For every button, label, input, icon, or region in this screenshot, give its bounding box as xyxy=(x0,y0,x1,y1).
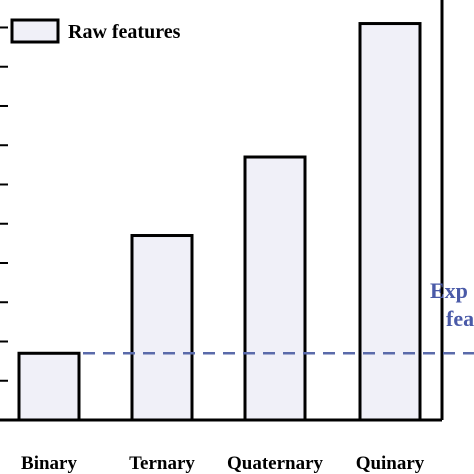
bars xyxy=(17,22,422,422)
legend-label: Raw features xyxy=(68,21,181,43)
bar-quaternary xyxy=(243,155,307,422)
x-tick-label-quaternary: Quaternary xyxy=(227,453,324,474)
annotation-line-1: Exp xyxy=(430,278,468,303)
legend: Raw features xyxy=(10,18,181,44)
annotation-line-2: fea xyxy=(446,306,474,331)
x-tick-label-quinary: Quinary xyxy=(356,453,425,474)
x-tick-labels: Binary Ternary Quaternary Quinary xyxy=(21,453,425,474)
legend-swatch xyxy=(10,18,60,44)
x-tick-label-binary: Binary xyxy=(21,453,77,474)
bar-binary xyxy=(17,351,81,422)
bar-quinary xyxy=(358,22,422,422)
annotation: Exp fea xyxy=(430,278,474,331)
bar-ternary xyxy=(130,234,194,422)
x-tick-label-ternary: Ternary xyxy=(129,453,195,474)
